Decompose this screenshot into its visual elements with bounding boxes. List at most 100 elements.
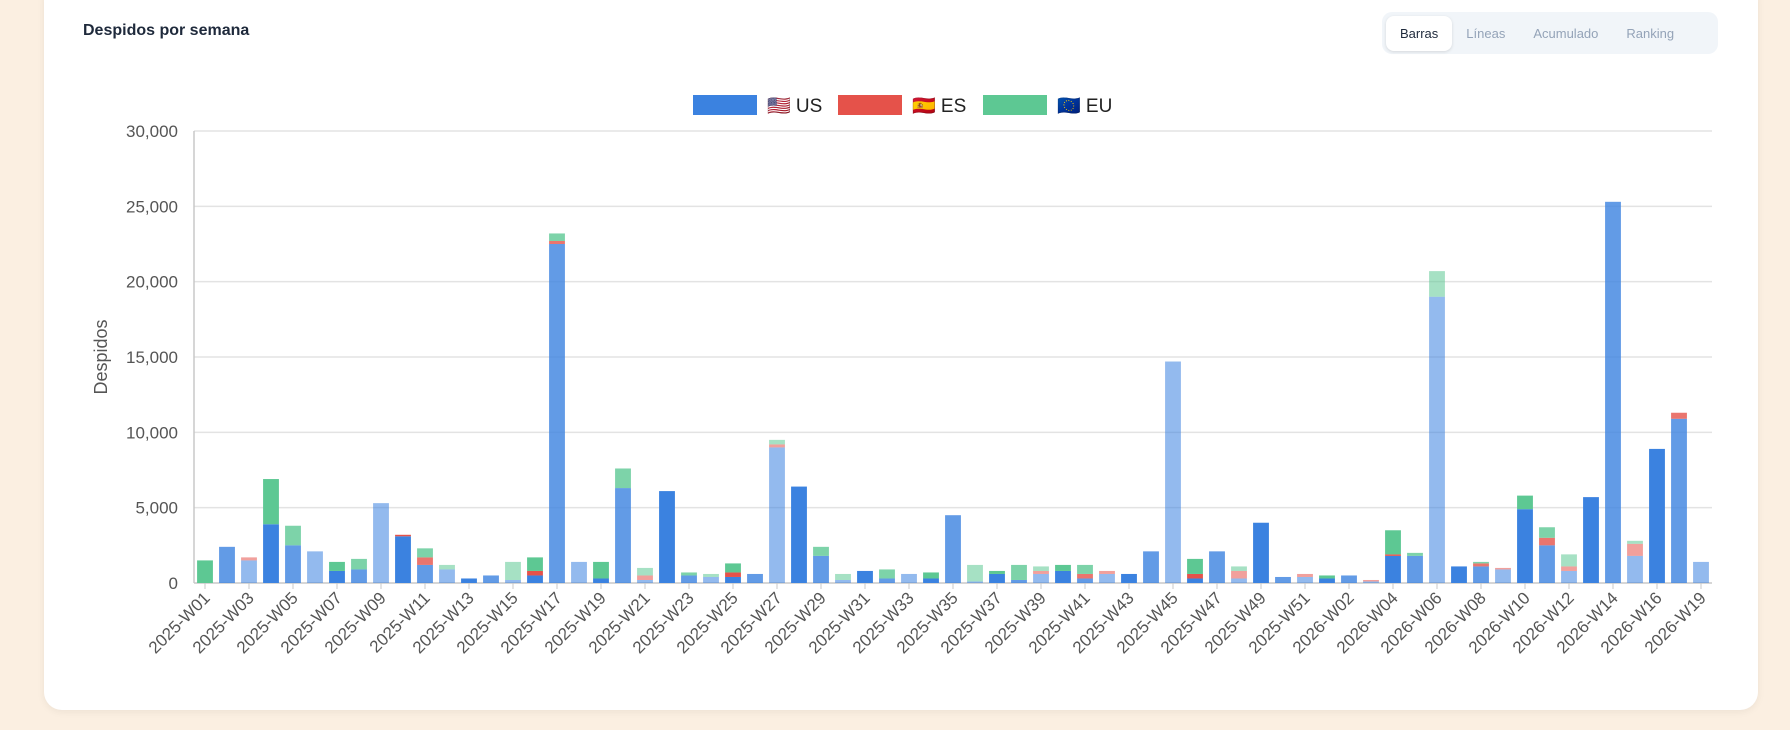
bar-segment [1055, 564, 1071, 571]
bar-segment [1583, 497, 1599, 583]
bar-segment [1231, 570, 1247, 579]
bar-segment [1627, 555, 1643, 583]
bar-segment [1385, 530, 1401, 555]
bar-segment [1671, 412, 1687, 419]
bar-segment [703, 576, 719, 583]
bar-segment [1165, 361, 1181, 583]
bar-segment [1363, 579, 1379, 582]
bar-segment [593, 561, 609, 579]
bar-segment [813, 546, 829, 556]
bar-segment [593, 578, 609, 583]
bar-segment [1209, 551, 1225, 583]
y-tick-label: 15,000 [126, 348, 178, 367]
bar-segment [1319, 578, 1335, 583]
legend-swatch-eu [983, 95, 1047, 115]
bar-segment [703, 573, 719, 577]
bar-segment [1231, 578, 1247, 583]
bar-segment [1495, 569, 1511, 583]
bar-segment [879, 578, 895, 583]
bar-segment [197, 560, 213, 583]
bar-segment [505, 561, 521, 580]
y-tick-label: 30,000 [126, 122, 178, 141]
bar-segment [1033, 570, 1049, 574]
bar-segment [1561, 566, 1577, 571]
bar-segment [1407, 555, 1423, 583]
bar-segment [1385, 554, 1401, 556]
bar-segment [791, 486, 807, 583]
bar-segment [439, 569, 455, 583]
tab-ranking[interactable]: Ranking [1626, 25, 1675, 41]
bar-segment [615, 468, 631, 489]
legend-label-es: 🇪🇸 ES [912, 95, 966, 117]
bar-segment [1627, 540, 1643, 544]
bar-segment [835, 579, 851, 583]
bar-segment [1605, 201, 1621, 583]
bar-segment [329, 561, 345, 571]
bar-segment [241, 560, 257, 583]
bar-segment [659, 491, 675, 583]
bar-segment [483, 575, 499, 583]
y-tick-label: 0 [169, 574, 178, 593]
bar-segment [439, 564, 455, 570]
bar-segment [1033, 566, 1049, 571]
bar-segment [549, 244, 565, 583]
bar-segment [901, 573, 917, 583]
bar-segment [1121, 573, 1137, 583]
bar-segment [637, 575, 653, 580]
bar-segment [1495, 567, 1511, 570]
bar-segment [989, 570, 1005, 574]
bar-segment [527, 575, 543, 583]
bar-segment [637, 579, 653, 583]
legend-swatch-us [693, 95, 757, 115]
legend-label-eu: 🇪🇺 EU [1057, 95, 1112, 117]
bar-segment [945, 515, 961, 583]
bar-segment [1275, 576, 1291, 583]
bar-segment [681, 575, 697, 583]
bar-segment [1693, 561, 1709, 583]
bar-segment [1363, 581, 1379, 583]
bar-segment [1033, 573, 1049, 583]
tab-lineas[interactable]: Líneas [1466, 25, 1506, 41]
bar-segment [505, 579, 521, 583]
bar-segment [1539, 545, 1555, 583]
bar-segment [967, 581, 983, 583]
bar-segment [571, 561, 587, 583]
bar-segment [1517, 509, 1533, 583]
bar-segment [1341, 575, 1357, 583]
bar-segment [549, 240, 565, 244]
bar-segment [1297, 573, 1313, 577]
bar-segment [1143, 551, 1159, 583]
bar-segment [1671, 418, 1687, 583]
bar-segment [351, 569, 367, 583]
bar-segment [373, 503, 389, 583]
legend-label-us: 🇺🇸 US [767, 95, 822, 117]
bar-segment [1187, 573, 1203, 579]
bar-segment [263, 524, 279, 583]
bar-segment [307, 551, 323, 583]
bar-segment [1429, 296, 1445, 583]
bar-segment [219, 546, 235, 583]
bar-segment [747, 573, 763, 583]
bar-segment [637, 567, 653, 576]
chart-view-switcher: Barras Líneas Acumulado Ranking [1382, 12, 1718, 54]
bar-segment [879, 569, 895, 579]
bar-segment [1077, 573, 1093, 579]
bar-segment [1473, 561, 1489, 564]
bar-segment [615, 488, 631, 583]
bar-segment [1473, 563, 1489, 567]
tab-barras[interactable]: Barras [1386, 15, 1453, 51]
tab-acumulado[interactable]: Acumulado [1533, 25, 1599, 41]
bar-segment [1561, 570, 1577, 583]
bar-segment [329, 570, 345, 583]
bar-segment [769, 444, 785, 448]
bar-segment [1517, 495, 1533, 510]
bar-segment [835, 573, 851, 580]
bar-segment [1099, 570, 1115, 574]
y-tick-label: 5,000 [135, 499, 178, 518]
bar-segment [923, 572, 939, 579]
bar-segment [681, 572, 697, 576]
bar-segment [769, 439, 785, 445]
bar-segment [1231, 566, 1247, 571]
bar-segment [351, 558, 367, 570]
bar-segment [1099, 573, 1115, 583]
